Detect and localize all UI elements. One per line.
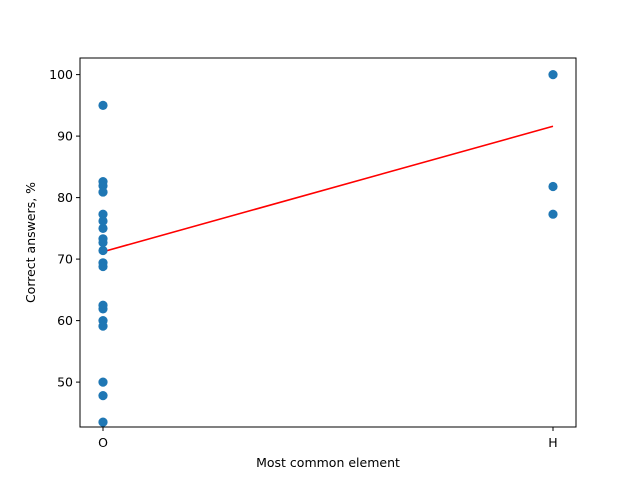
data-point	[98, 321, 108, 331]
y-tick-label: 100	[49, 67, 73, 82]
data-point	[98, 100, 108, 110]
y-axis-label: Correct answers, %	[23, 182, 38, 303]
plot-frame	[79, 57, 577, 428]
trend-line-layer	[102, 125, 554, 253]
trend-line	[102, 125, 554, 253]
data-point	[98, 237, 108, 248]
points-layer	[98, 70, 558, 427]
data-point	[98, 417, 108, 427]
data-point	[98, 223, 108, 233]
data-point	[548, 70, 558, 80]
data-point	[98, 377, 108, 387]
x-tick-label: H	[548, 435, 557, 450]
data-point	[98, 216, 108, 226]
y-axis: 50 60 70 80 90 100	[49, 67, 80, 390]
data-point	[548, 181, 558, 192]
y-tick-label: 90	[57, 129, 73, 144]
data-point	[98, 261, 108, 272]
x-axis-label: Most common element	[256, 455, 400, 470]
data-point	[98, 209, 108, 219]
data-point	[548, 209, 558, 219]
data-point	[98, 391, 108, 401]
data-point	[98, 245, 108, 256]
data-point	[98, 304, 108, 314]
x-tick-label: O	[98, 435, 108, 450]
data-point	[98, 187, 108, 197]
y-tick-label: 50	[57, 375, 73, 390]
y-tick-label: 80	[57, 190, 73, 205]
y-tick-label: 70	[57, 252, 73, 267]
y-tick-label: 60	[57, 313, 73, 328]
